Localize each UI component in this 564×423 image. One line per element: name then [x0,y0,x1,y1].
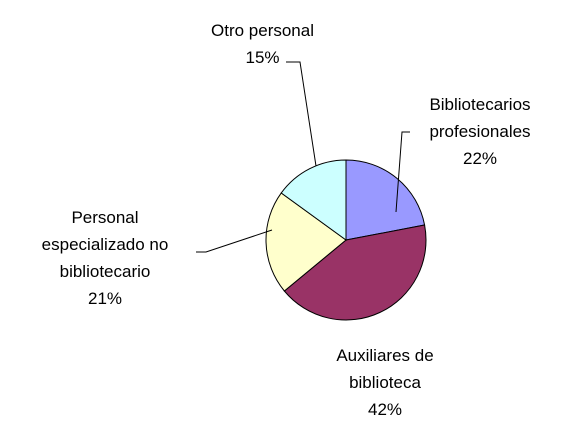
value-label: 42% [367,400,403,419]
slice-label: Bibliotecarios profesionales 22% [405,91,555,172]
pie-slice [283,224,427,321]
value-label: 15% [245,48,280,67]
category-label: Bibliotecarios profesionales [429,95,531,141]
leader-line [196,229,273,253]
pie-slice [280,159,347,241]
slice-label: Otro personal 15% [195,17,330,71]
value-label: 22% [462,149,498,168]
leader-line [395,131,410,213]
category-label: Otro personal [211,21,314,40]
slice-label: Auxiliares de biblioteca 42% [320,342,450,423]
pie-slice [345,159,426,241]
value-label: 21% [87,289,123,308]
slice-label: Personal especializado no bibliotecario 2… [30,204,180,312]
category-label: Personal especializado no bibliotecario [41,208,169,281]
category-label: Auxiliares de biblioteca [336,346,434,392]
leader-line [286,61,317,167]
pie-slice [265,192,347,292]
